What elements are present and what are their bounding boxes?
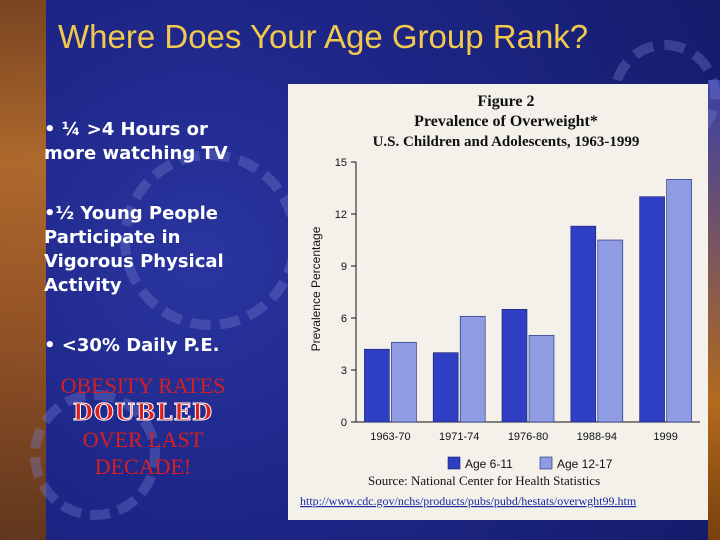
source-link[interactable]: http://www.cdc.gov/nchs/products/pubs/pu…	[300, 494, 637, 508]
x-tick-label: 1976-80	[508, 431, 548, 443]
chart-subtitle-2: U.S. Children and Adolescents, 1963-1999	[373, 134, 640, 150]
bar-age-12-17-1963-70	[391, 341, 417, 423]
y-axis-label: Prevalence Percentage	[309, 226, 323, 351]
callout-line1: OBESITY RATES	[60, 373, 226, 398]
callout-line3: OVER LAST	[82, 427, 204, 452]
x-tick-label: 1971-74	[439, 431, 479, 443]
legend-label: Age 12-17	[557, 457, 613, 471]
x-tick-label: 1988-94	[577, 431, 617, 443]
bar-age-6-11-1988-94	[570, 225, 597, 423]
callout-line4: DECADE!	[94, 454, 192, 479]
bar-age-12-17-1976-80	[528, 335, 555, 423]
y-tick-label: 12	[335, 209, 347, 221]
y-tick-label: 15	[335, 157, 347, 169]
bar-age-12-17-1999	[666, 179, 692, 423]
obesity-callout: OBESITY RATES DOUBLED OVER LAST DECADE!	[38, 372, 248, 480]
callout-doubled: DOUBLED	[72, 399, 214, 427]
y-tick-label: 0	[341, 417, 347, 429]
bullet-activity: •½ Young People Participate in Vigorous …	[44, 203, 224, 296]
y-tick-label: 9	[341, 261, 347, 273]
y-tick-label: 6	[341, 313, 347, 325]
legend-swatch	[539, 456, 553, 470]
legend-label: Age 6-11	[465, 457, 513, 471]
right-decorative-strip	[708, 80, 720, 540]
chart-source: Source: National Center for Health Stati…	[368, 473, 600, 488]
slide-title: Where Does Your Age Group Rank?	[58, 18, 589, 55]
chart-panel: Figure 2 Prevalence of Overweight* U.S. …	[288, 84, 708, 520]
bullet-tv: • ¼ >4 Hours or more watching TV	[44, 119, 228, 164]
bar-chart: Figure 2 Prevalence of Overweight* U.S. …	[300, 93, 700, 508]
bar-age-12-17-1971-74	[459, 315, 486, 423]
y-tick-label: 3	[341, 365, 347, 377]
bar-age-6-11-1963-70	[364, 348, 390, 423]
chart-subtitle: Prevalence of Overweight*	[414, 113, 598, 130]
bar-age-6-11-1976-80	[501, 309, 528, 423]
legend-swatch	[447, 456, 461, 470]
bar-age-12-17-1988-94	[597, 239, 624, 423]
gear-decoration-icon	[30, 390, 160, 520]
x-tick-label: 1999	[653, 431, 677, 443]
x-tick-label: 1963-70	[370, 431, 410, 443]
chart-title: Figure 2	[477, 93, 534, 110]
bullet-pe: • <30% Daily P.E.	[44, 335, 220, 356]
bar-age-6-11-1999	[639, 196, 665, 423]
bar-age-6-11-1971-74	[432, 352, 459, 423]
